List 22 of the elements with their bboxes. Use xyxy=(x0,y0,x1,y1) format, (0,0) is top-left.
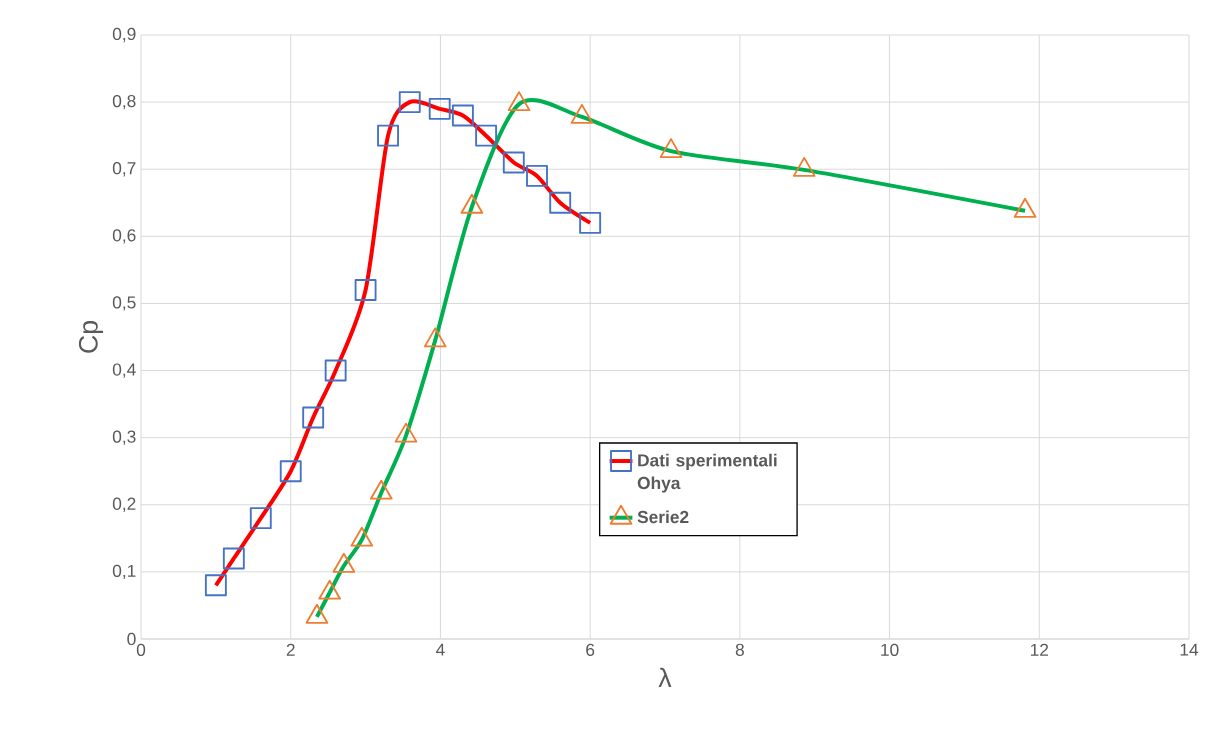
y-tick-label: 0,4 xyxy=(112,363,136,378)
y-axis-title: Cp xyxy=(78,321,104,353)
y-tick-label: 0,3 xyxy=(112,430,136,445)
y-tick-label: 0,2 xyxy=(112,497,136,512)
x-tick-label: 0 xyxy=(136,643,146,656)
y-tick-label: 0,1 xyxy=(112,564,136,580)
x-tick-label: 8 xyxy=(735,643,744,656)
x-tick-label: 14 xyxy=(1180,643,1199,656)
x-tick-label: 6 xyxy=(586,643,595,656)
y-tick-label: 0,6 xyxy=(112,229,136,244)
y-tick-label: 0,8 xyxy=(112,94,136,110)
x-tick-label: 4 xyxy=(436,643,445,656)
x-tick-label: 2 xyxy=(286,643,295,656)
y-tick-label: 0,5 xyxy=(112,296,136,311)
y-tick-label: 0 xyxy=(127,632,136,646)
y-tick-label: 0,9 xyxy=(112,27,136,43)
legend-label: Serie2 xyxy=(637,510,689,524)
legend-label: Dati sperimentali Ohya xyxy=(637,453,777,493)
y-tick-label: 0,7 xyxy=(112,162,136,177)
x-tick-label: 10 xyxy=(881,643,899,656)
x-axis-title: λ xyxy=(658,667,672,688)
x-tick-label: 12 xyxy=(1030,643,1049,656)
